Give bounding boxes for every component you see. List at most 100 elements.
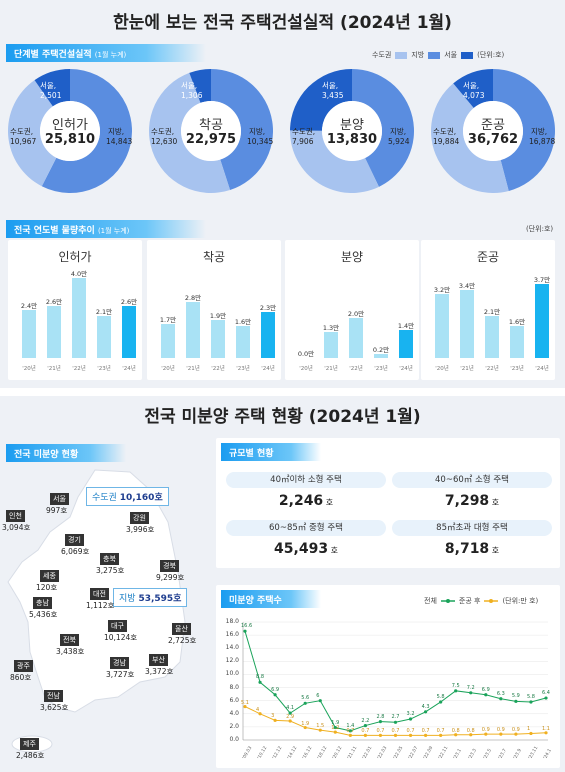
regional-value: 5,924 (388, 137, 410, 146)
donut-chart (8, 69, 132, 193)
bar-category-label: '24년 (122, 366, 136, 372)
bar-panel-title: 인허가 (58, 250, 92, 264)
bar (261, 312, 275, 358)
data-point-label: 6 (316, 692, 320, 699)
bar-category-label: '22년 (72, 366, 86, 372)
bar (186, 302, 200, 358)
metro-label: 수도권, (151, 127, 175, 136)
unsold-header: 미분양 주택수 (221, 590, 321, 608)
bar-value-label: 2.1만 (95, 308, 113, 316)
bar (349, 318, 363, 358)
bar-category-label: '21년 (460, 366, 474, 372)
bar-value-label: 0.0만 (297, 350, 315, 358)
bar-category-label: '21년 (186, 366, 200, 372)
data-point-label: 0.7 (361, 728, 370, 735)
size-cell-value: 45,493 호 (226, 541, 386, 557)
y-tick-label: 14.0 (225, 644, 239, 652)
data-point-label: 5.1 (241, 699, 249, 706)
data-point-label: 2.7 (391, 714, 400, 721)
metro-value: 7,906 (292, 137, 314, 146)
unsold-unit: (단위:만 호) (502, 597, 539, 605)
donut-title: 인허가 (52, 118, 88, 133)
size-value-number: 45,493 (274, 541, 329, 557)
donut-slice-metro (431, 83, 509, 193)
regional-total-value: 53,595호 (138, 594, 182, 604)
bar-category-label: '23년 (374, 366, 388, 372)
map-region-name: 강원 (130, 512, 149, 524)
map-region-value: 9,299호 (156, 573, 185, 582)
map-region-value: 3,727호 (106, 670, 135, 679)
map-region-name: 대전 (90, 588, 109, 600)
bar-value-label: 3.7만 (533, 276, 551, 284)
bar-value-label: 2.3만 (259, 304, 277, 312)
data-point-label: 1.5 (316, 723, 325, 730)
yearly-unit: (단위:호) (526, 225, 554, 233)
bar-value-label: 2.1만 (483, 308, 501, 316)
data-point-label: 6.3 (496, 690, 505, 697)
size-cell-value: 8,718 호 (392, 541, 552, 557)
regional-label: 지방, (108, 127, 125, 136)
data-point-label: 7.5 (451, 682, 460, 689)
bar (435, 294, 449, 358)
metro-total-box: 수도권 10,160호 (86, 487, 169, 506)
data-point-label: 5.8 (526, 693, 535, 700)
donut-hole (181, 101, 241, 161)
bar-value-label: 2.8만 (184, 294, 202, 302)
section-title: 단계별 주택건설실적 (14, 50, 92, 60)
donut-legend: 수도권 지방 서울 (단위:호) (372, 50, 504, 60)
map-region-name: 경기 (65, 534, 84, 546)
data-point-label: 4 (256, 706, 260, 713)
data-point-label: 5.8 (436, 693, 445, 700)
map-region-name: 서울 (50, 493, 69, 505)
map-region-name: 전북 (60, 634, 79, 646)
metro-total-value: 10,160호 (119, 493, 163, 503)
data-point-label: 2.8 (376, 713, 385, 720)
map-region-value: 860호 (10, 673, 32, 682)
bar-value-label: 4.0만 (70, 270, 88, 278)
data-point-label: 16.6 (241, 623, 253, 630)
bar-value-label: 2.0만 (347, 310, 365, 318)
bar-value-label: 3.4만 (458, 282, 476, 290)
data-point-label: 0.7 (346, 728, 355, 735)
map-region-name: 광주 (14, 660, 33, 672)
data-point-label: 2.9 (286, 713, 295, 720)
map-region-name: 제주 (20, 738, 39, 750)
data-point-label: 7.2 (466, 684, 475, 691)
map-region-value: 120호 (36, 583, 58, 592)
bar-category-label: '20년 (161, 366, 175, 372)
size-cell-value: 7,298 호 (392, 493, 552, 509)
map-region-name: 인천 (6, 510, 25, 522)
metro-label: 수도권, (433, 127, 457, 136)
donut-slice-seoul (34, 69, 70, 107)
bar-value-label: 1.6만 (508, 318, 526, 326)
size-value-unit: 호 (489, 498, 500, 507)
legend-total-swatch (440, 599, 455, 603)
donut-slice-regional (352, 69, 414, 187)
metro-value: 10,967 (10, 137, 37, 146)
bar-category-label: '20년 (435, 366, 449, 372)
y-tick-label: 8.0 (229, 683, 239, 691)
donut-hole (40, 101, 100, 161)
data-point-label: 6.9 (271, 686, 280, 693)
bar-value-label: 1.4만 (397, 322, 415, 330)
bar (72, 278, 86, 358)
section-subtitle: (1월 누계) (97, 227, 130, 235)
size-cell: 60~85㎡ 중형 주택 45,493 호 (226, 520, 386, 557)
donut-title: 분양 (340, 118, 364, 133)
map-region-value: 3,996호 (126, 525, 155, 534)
data-point-label: 4.3 (421, 703, 430, 710)
y-tick-label: 12.0 (225, 657, 239, 665)
map-region-value: 5,436호 (29, 610, 58, 619)
regional-value: 14,843 (106, 137, 133, 146)
bar (161, 324, 175, 358)
data-point-label: 6.4 (542, 690, 550, 697)
seoul-label: 서울, (181, 81, 198, 90)
map-region-value: 3,372호 (145, 667, 174, 676)
bar-panel-title: 착공 (202, 250, 226, 264)
bar-category-label: '23년 (510, 366, 524, 372)
bar-panel-title: 준공 (476, 250, 500, 264)
size-cell: 40㎡이하 소형 주택 2,246 호 (226, 472, 386, 509)
metro-value: 19,884 (433, 137, 460, 146)
legend-swatch-seoul (461, 51, 474, 59)
y-tick-label: 6.0 (229, 696, 239, 704)
